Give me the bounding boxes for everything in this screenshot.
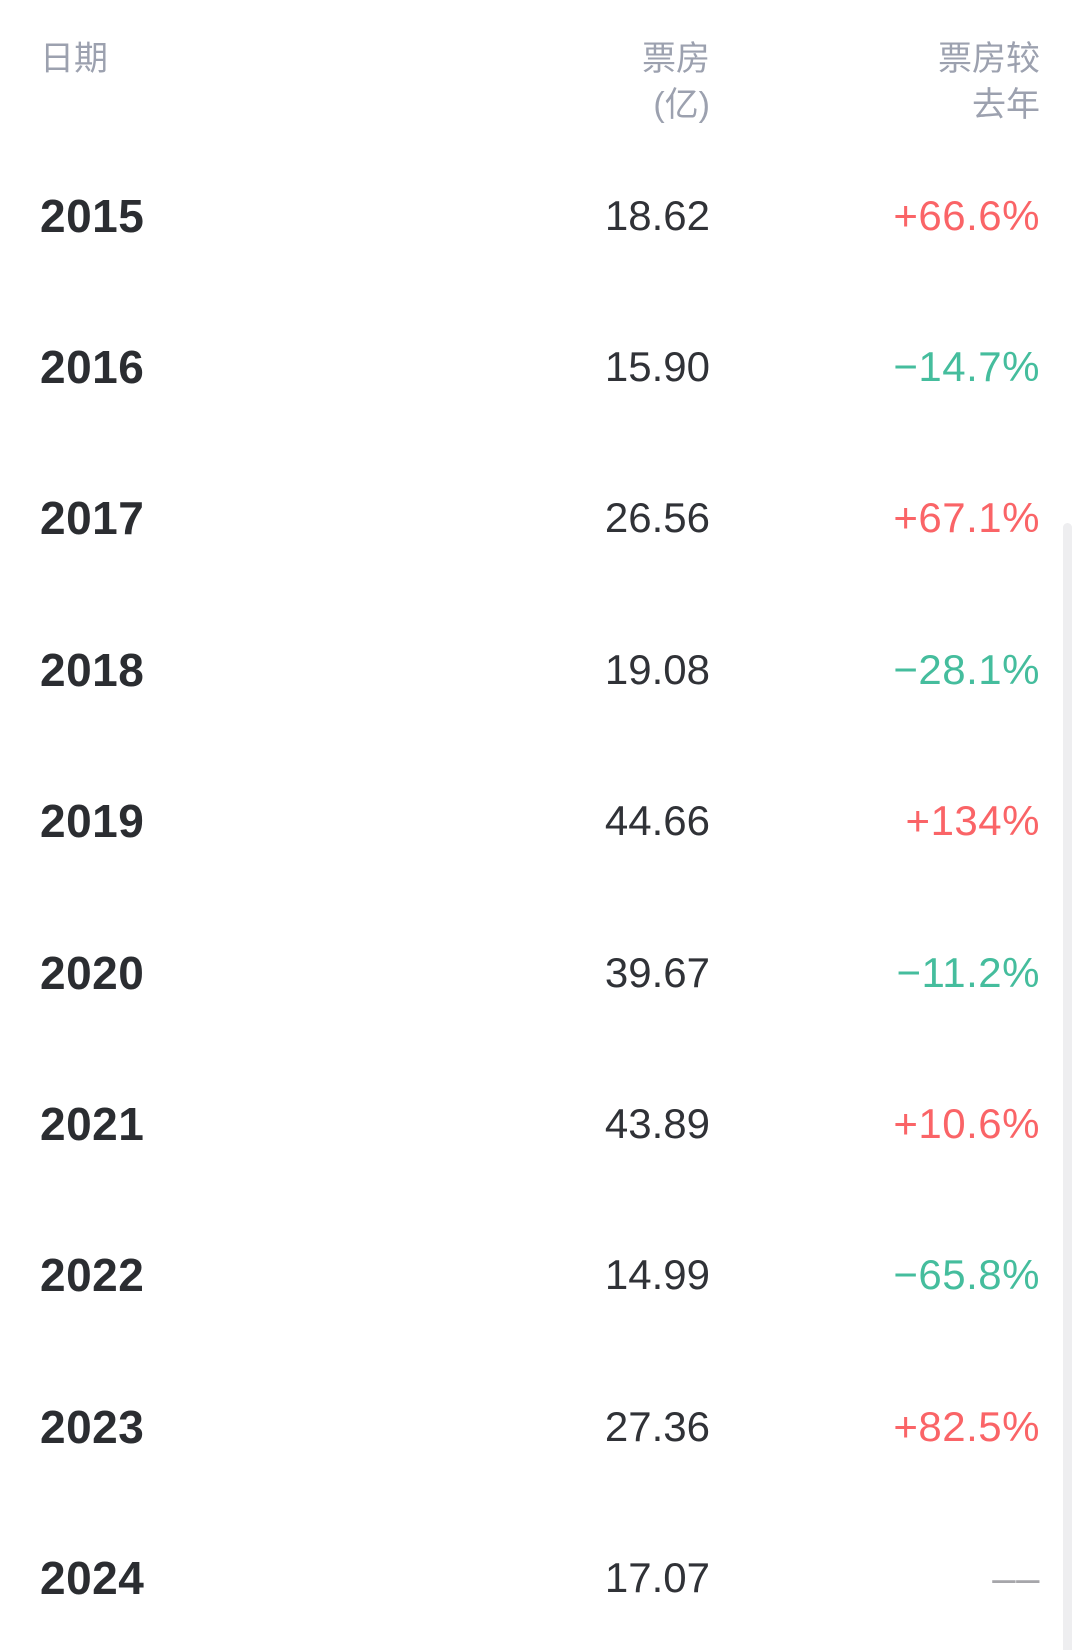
column-header-date-label: 日期 bbox=[40, 40, 108, 78]
boxoffice-value: 43.89 bbox=[604, 1100, 710, 1148]
change-value: +82.5% bbox=[893, 1402, 1040, 1450]
change-value: −11.2% bbox=[896, 948, 1040, 996]
boxoffice-value: 44.66 bbox=[604, 797, 710, 845]
column-header-change-line1: 票房较 bbox=[938, 40, 1040, 78]
change-value: +66.6% bbox=[893, 191, 1040, 239]
column-header-boxoffice-line2: (亿) bbox=[653, 86, 710, 124]
boxoffice-value: 15.90 bbox=[604, 343, 710, 391]
boxoffice-value: 27.36 bbox=[604, 1402, 710, 1450]
table-row[interactable]: 2016 15.90 −14.7% bbox=[0, 291, 1080, 443]
table-row[interactable]: 2020 39.67 −11.2% bbox=[0, 896, 1080, 1049]
year-label: 2022 bbox=[40, 1249, 145, 1302]
year-label: 2016 bbox=[40, 341, 145, 394]
column-header-change-line2: 去年 bbox=[972, 86, 1040, 124]
year-label: 2021 bbox=[40, 1098, 145, 1151]
boxoffice-value: 17.07 bbox=[604, 1554, 710, 1602]
table-row[interactable]: 2021 43.89 +10.6% bbox=[0, 1048, 1080, 1200]
year-label: 2017 bbox=[40, 492, 145, 545]
boxoffice-value: 14.99 bbox=[604, 1251, 710, 1299]
change-value: −14.7% bbox=[893, 343, 1040, 391]
change-value: −28.1% bbox=[893, 645, 1040, 693]
year-label: 2015 bbox=[40, 189, 145, 242]
table-header-row: 日期 票房 (亿) 票房较 去年 bbox=[0, 0, 1080, 128]
column-header-boxoffice-line1: 票房 bbox=[642, 40, 710, 78]
column-header-change[interactable]: 票房较 去年 bbox=[710, 36, 1040, 128]
vertical-scrollbar-thumb[interactable] bbox=[1063, 523, 1072, 1650]
column-header-boxoffice[interactable]: 票房 (亿) bbox=[450, 36, 710, 128]
year-label: 2019 bbox=[40, 795, 145, 848]
boxoffice-value: 18.62 bbox=[604, 191, 710, 239]
table-row[interactable]: 2018 19.08 −28.1% bbox=[0, 594, 1080, 746]
boxoffice-value: 39.67 bbox=[604, 948, 710, 996]
change-value: −65.8% bbox=[893, 1251, 1040, 1299]
table-row[interactable]: 2017 26.56 +67.1% bbox=[0, 442, 1080, 595]
table-row[interactable]: 2024 17.07 –– bbox=[0, 1502, 1080, 1650]
table-body: 2015 18.62 +66.6% 2016 15.90 −14.7% 2017… bbox=[0, 140, 1080, 1650]
year-label: 2023 bbox=[40, 1400, 145, 1453]
change-value: +10.6% bbox=[893, 1100, 1040, 1148]
change-value: –– bbox=[992, 1554, 1040, 1602]
boxoffice-value: 19.08 bbox=[604, 645, 710, 693]
table-row[interactable]: 2015 18.62 +66.6% bbox=[0, 140, 1080, 292]
change-value: +67.1% bbox=[893, 494, 1040, 542]
boxoffice-value: 26.56 bbox=[604, 494, 710, 542]
change-value: +134% bbox=[905, 797, 1040, 845]
year-label: 2020 bbox=[40, 946, 145, 999]
table-row[interactable]: 2023 27.36 +82.5% bbox=[0, 1351, 1080, 1503]
column-header-date[interactable]: 日期 bbox=[40, 36, 450, 128]
table-row[interactable]: 2019 44.66 +134% bbox=[0, 745, 1080, 897]
table-row[interactable]: 2022 14.99 −65.8% bbox=[0, 1199, 1080, 1352]
year-label: 2018 bbox=[40, 643, 145, 696]
year-label: 2024 bbox=[40, 1552, 145, 1605]
